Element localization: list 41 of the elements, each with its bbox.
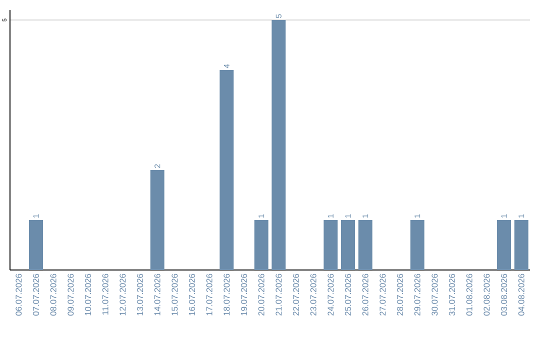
x-tick-label: 17.07.2026 [206,274,212,316]
bar [150,170,164,270]
x-tick-label: 31.07.2026 [449,274,455,316]
x-tick-label: 13.07.2026 [137,274,143,316]
bar [324,220,338,270]
x-tick-label: 21.07.2026 [276,274,282,316]
bar [497,220,512,270]
x-tick-label: 28.07.2026 [397,274,403,316]
x-tick-label: 02.08.2026 [484,274,490,316]
x-tick-label: 25.07.2026 [345,274,351,316]
x-tick-label: 20.07.2026 [258,274,264,316]
x-tick-label: 19.07.2026 [241,274,247,316]
x-tick-label: 27.07.2026 [380,274,386,316]
x-tick-label: 14.07.2026 [154,274,160,316]
x-tick-label: 16.07.2026 [189,274,195,316]
x-tick-label: 07.07.2026 [33,274,39,316]
bar [410,220,424,270]
x-tick-label: 26.07.2026 [362,274,368,316]
x-tick-label: 01.08.2026 [466,274,472,316]
bar [272,20,286,270]
bar [514,220,528,270]
x-tick-label: 23.07.2026 [310,274,316,316]
x-tick-label: 15.07.2026 [172,274,178,316]
x-tick-label: 29.07.2026 [414,274,420,316]
x-tick-label: 09.07.2026 [68,274,74,316]
x-tick-label: 24.07.2026 [328,274,334,316]
x-tick-label: 04.08.2026 [518,274,524,316]
bar [220,70,234,270]
x-tick-label: 11.07.2026 [102,274,108,315]
bar [341,220,356,270]
x-tick-label: 30.07.2026 [432,274,438,316]
x-tick-label: 10.07.2026 [85,274,91,316]
x-tick-label: 22.07.2026 [293,274,299,316]
x-tick-label: 12.07.2026 [120,274,126,316]
x-tick-label: 06.07.2026 [16,274,22,316]
x-tick-label: 18.07.2026 [224,274,230,316]
x-tick-label: 03.08.2026 [501,274,507,316]
bar [29,220,43,270]
x-tick-label: 08.07.2026 [50,274,56,316]
bar [358,220,372,270]
bar [254,220,268,270]
